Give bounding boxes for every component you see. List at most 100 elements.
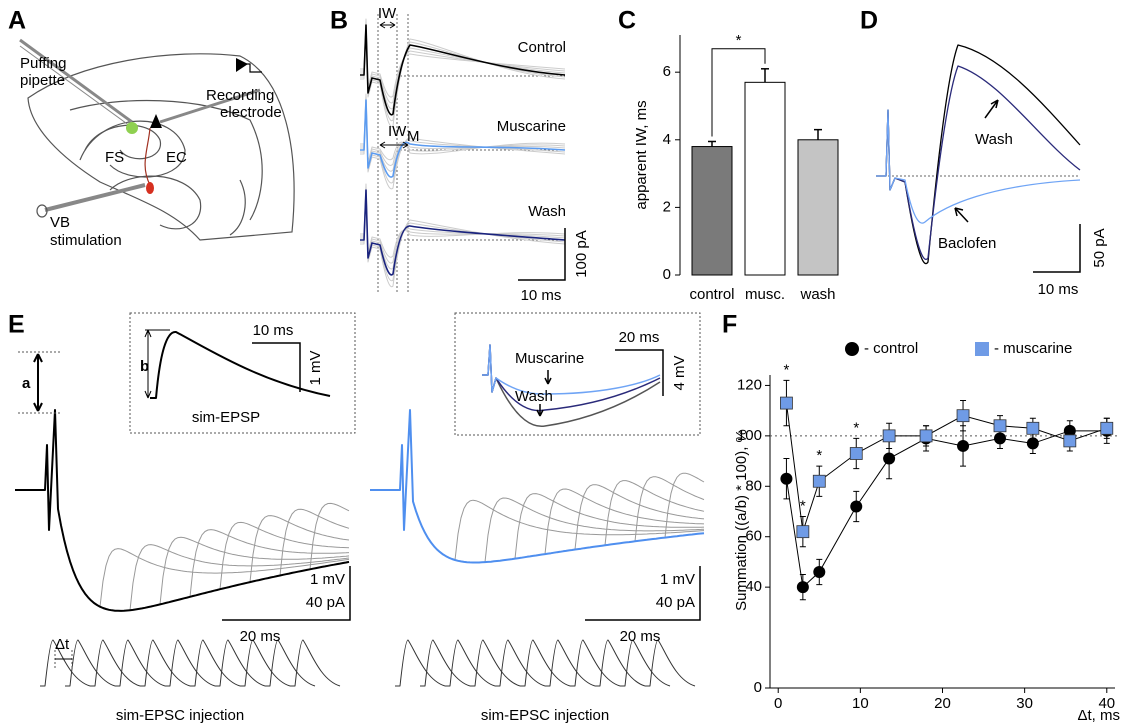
trace	[370, 409, 705, 564]
epsc	[240, 639, 291, 687]
trace	[15, 409, 350, 612]
epsc	[445, 639, 496, 687]
panel-letter: B	[330, 7, 348, 35]
legend-marker	[845, 342, 859, 356]
label: Wash	[528, 203, 566, 220]
trace	[15, 409, 350, 612]
epsc	[215, 639, 266, 687]
trace	[876, 109, 1081, 224]
error-cap	[886, 422, 893, 449]
trace	[876, 65, 1081, 261]
x-tick-label: 30	[1016, 695, 1033, 712]
label: 50 pA	[1091, 228, 1108, 267]
x-tick-label: musc.	[745, 286, 785, 303]
epsc	[65, 639, 116, 687]
recorder-icon	[236, 58, 248, 72]
y-tick-label: 2	[663, 198, 671, 215]
label: Control	[518, 39, 566, 56]
label: electrode	[220, 104, 282, 121]
label: 1 mV	[310, 571, 345, 588]
point	[882, 429, 896, 443]
label: Recording	[206, 87, 274, 104]
label: sim-EPSP	[192, 409, 260, 426]
trace	[876, 44, 1081, 265]
point	[812, 474, 826, 488]
traces	[360, 18, 566, 288]
trace	[15, 409, 350, 612]
error-cap	[1103, 417, 1110, 439]
trace	[360, 22, 566, 110]
significance: *	[853, 419, 859, 436]
y-tick-label: 4	[663, 131, 671, 148]
label: EC	[166, 149, 187, 166]
label: 100 pA	[573, 230, 590, 278]
label: Baclofen	[938, 235, 996, 252]
x-tick-label: 0	[774, 695, 782, 712]
bar	[744, 81, 786, 276]
point	[813, 566, 826, 579]
epsc	[90, 639, 141, 687]
significance: *	[800, 498, 806, 515]
panel-letter: E	[8, 311, 25, 339]
scale-bar	[1033, 224, 1081, 273]
panel-letter: A	[8, 7, 26, 35]
label: Wash	[975, 131, 1013, 148]
caption: sim-EPSC injection	[481, 707, 609, 724]
epsc	[570, 639, 621, 687]
label: 20 ms	[240, 628, 281, 645]
panel-letter: D	[860, 7, 878, 35]
trace	[150, 331, 331, 399]
epsc	[140, 639, 191, 687]
legend-label: - control	[864, 340, 918, 357]
bar	[691, 146, 733, 276]
trace	[360, 189, 566, 276]
x-tick-label: 10	[852, 695, 869, 712]
caption: sim-EPSC injection	[116, 707, 244, 724]
point	[956, 409, 970, 423]
epsc	[520, 639, 571, 687]
series-line	[785, 430, 1107, 589]
trace	[15, 409, 350, 612]
point	[1026, 437, 1039, 450]
label: M	[407, 128, 420, 145]
significance: *	[816, 447, 822, 464]
label: 10 ms	[253, 322, 294, 339]
y-tick-label: 6	[663, 63, 671, 80]
arrow	[536, 370, 552, 417]
label: IW	[378, 5, 397, 22]
bracket	[711, 48, 766, 137]
y-tick-label: 80	[745, 477, 762, 494]
point	[957, 439, 970, 452]
epsc	[165, 639, 216, 687]
label: 20 ms	[619, 329, 660, 346]
error-cap	[1029, 417, 1036, 439]
epsc	[495, 639, 546, 687]
label: 20 ms	[620, 628, 661, 645]
trace	[15, 409, 350, 612]
point	[780, 396, 793, 410]
label: 40 pA	[656, 594, 695, 611]
trace	[360, 183, 566, 258]
point	[780, 472, 793, 485]
trace	[360, 99, 566, 178]
label: stimulation	[50, 232, 122, 249]
error-cap	[799, 516, 806, 548]
label: Wash	[515, 388, 553, 405]
trace	[15, 409, 350, 612]
label: 40 pA	[306, 594, 345, 611]
panel-letter: F	[722, 311, 737, 339]
trace	[15, 409, 350, 612]
vb-cell	[146, 182, 154, 194]
y-tick-label: 0	[663, 266, 671, 283]
label: Puffing	[20, 55, 66, 72]
label: Muscarine	[515, 350, 584, 367]
error-cap	[853, 490, 860, 523]
y-axis-label: apparent IW, ms	[633, 100, 650, 209]
epsc	[545, 639, 596, 687]
ec-cell	[150, 114, 162, 128]
error-cap	[783, 379, 790, 427]
label: b	[140, 358, 149, 375]
x-tick-label: wash	[799, 286, 835, 303]
epsc	[265, 639, 316, 687]
